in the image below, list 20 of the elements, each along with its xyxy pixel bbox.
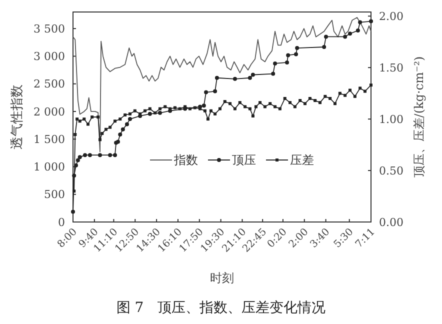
y-tick-label: 500 [44, 188, 65, 202]
y-tick-label: 3 000 [34, 50, 65, 64]
y-tick-label: 3 500 [34, 22, 65, 36]
x-axis-title: 时刻 [210, 271, 234, 285]
y-tick-label: 2 500 [34, 78, 65, 91]
y2-axis-title: 顶压、压差/(kg·cm⁻²) [412, 56, 426, 178]
y2-tick-label: 1.50 [379, 61, 404, 74]
y-tick-label: 1 000 [34, 160, 65, 174]
y-tick-label: 0 [58, 216, 65, 229]
y2-tick-label: 1.00 [379, 112, 404, 126]
y2-tick-label: 0.50 [379, 164, 404, 178]
y-tick-label: 1 500 [34, 132, 65, 146]
y-tick-label: 2 000 [34, 105, 65, 118]
y2-tick-label: 0.00 [379, 216, 404, 229]
y2-tick-label: 2.00 [379, 10, 404, 23]
legend-label: 指数 [173, 153, 198, 168]
y-axis-title: 透气性指数 [10, 84, 25, 150]
text: 图 7 顶压、指数、压差变化情况 [116, 300, 326, 316]
legend-label: 顶压 [232, 153, 256, 168]
legend-label: 压差 [290, 153, 314, 168]
